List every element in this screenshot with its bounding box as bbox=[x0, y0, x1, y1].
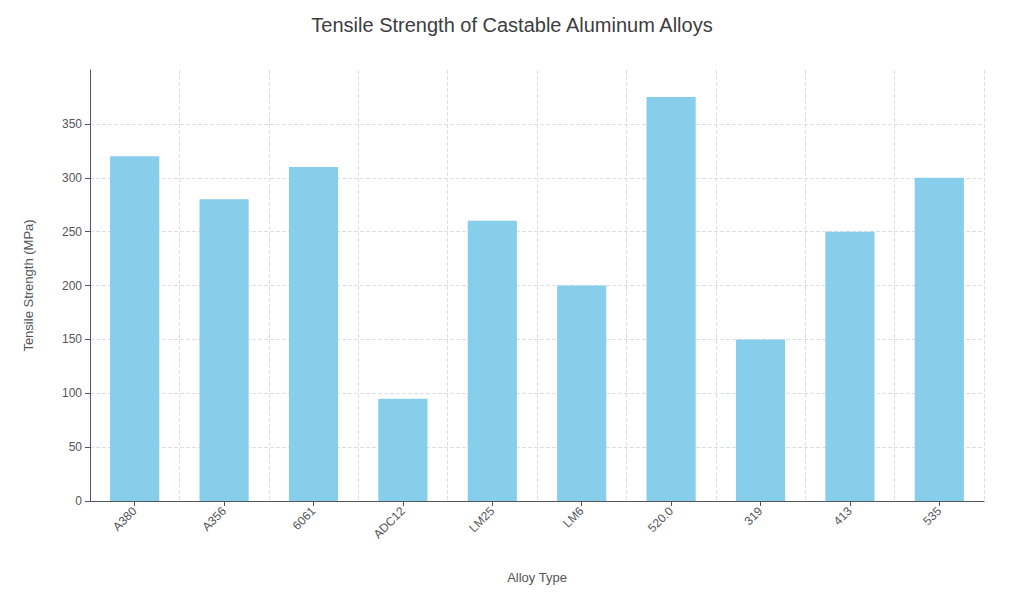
svg-text:A380: A380 bbox=[110, 504, 140, 534]
svg-text:300: 300 bbox=[62, 171, 82, 185]
svg-text:250: 250 bbox=[62, 225, 82, 239]
svg-text:50: 50 bbox=[69, 440, 83, 454]
svg-text:0: 0 bbox=[75, 494, 82, 508]
svg-text:520.0: 520.0 bbox=[645, 504, 676, 535]
svg-text:6061: 6061 bbox=[290, 504, 319, 533]
svg-text:Tensile Strength (MPa): Tensile Strength (MPa) bbox=[21, 219, 36, 351]
svg-text:413: 413 bbox=[831, 504, 855, 528]
svg-text:200: 200 bbox=[62, 279, 82, 293]
svg-text:ADC12: ADC12 bbox=[371, 504, 408, 541]
svg-text:LM6: LM6 bbox=[560, 504, 587, 531]
svg-text:350: 350 bbox=[62, 117, 82, 131]
svg-text:100: 100 bbox=[62, 386, 82, 400]
svg-text:A356: A356 bbox=[199, 504, 229, 534]
svg-text:Alloy Type: Alloy Type bbox=[507, 570, 567, 585]
svg-text:Tensile Strength of Castable A: Tensile Strength of Castable Aluminum Al… bbox=[311, 14, 712, 36]
svg-text:535: 535 bbox=[920, 504, 944, 528]
svg-text:319: 319 bbox=[741, 504, 765, 528]
svg-text:LM25: LM25 bbox=[466, 504, 497, 535]
svg-text:150: 150 bbox=[62, 332, 82, 346]
